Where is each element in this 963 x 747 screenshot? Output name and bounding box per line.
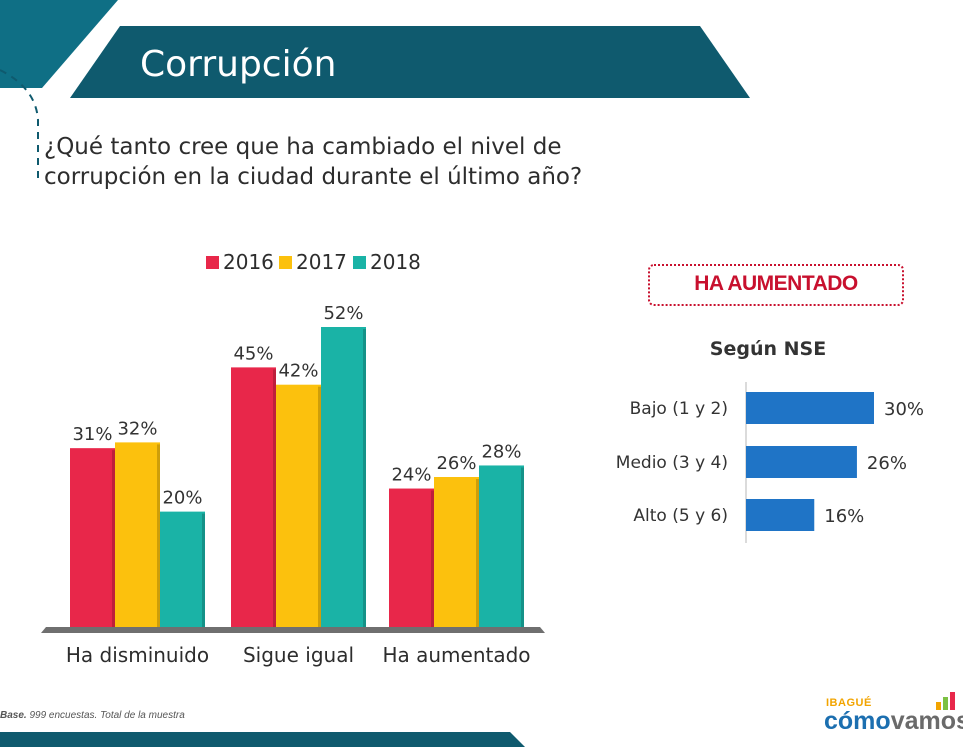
legend-swatch-2016 <box>206 255 219 269</box>
bar-2017-0 <box>115 442 160 627</box>
question-line-2: corrupción en la ciudad durante el últim… <box>44 164 583 190</box>
nse-bar-2 <box>746 499 815 531</box>
bar-2016-0 <box>70 448 115 627</box>
nse-bar-1 <box>746 446 857 478</box>
bar-2018-0 <box>160 511 205 627</box>
bar-shade-2017-0 <box>157 444 160 627</box>
legend-item-2017: 2017 <box>279 250 347 274</box>
bar-2017-1 <box>276 384 321 627</box>
footnote-text: 999 encuestas. Total de la muestra <box>29 710 185 721</box>
legend-swatch-2018 <box>353 255 366 269</box>
category-label-0: Ha disminuido <box>66 643 209 667</box>
data-label-2017-0: 32% <box>117 418 157 439</box>
bar-shade-2017-1 <box>318 386 321 627</box>
data-label-2016-1: 45% <box>233 343 273 364</box>
legend-item-2018: 2018 <box>353 250 421 274</box>
ha-aumentado-box <box>648 264 904 306</box>
bar-2016-1 <box>231 367 276 627</box>
logo-brand-part1: cómo <box>824 707 891 735</box>
legend-label-2018: 2018 <box>370 250 421 274</box>
ha-aumentado-title: HA AUMENTADO <box>694 272 858 295</box>
footer-band <box>0 732 525 747</box>
footnote: Base. 999 encuestas. Total de la muestra <box>0 710 185 721</box>
data-label-2016-2: 24% <box>391 465 431 486</box>
legend-label-2017: 2017 <box>296 250 347 274</box>
bar-2017-2 <box>434 477 479 627</box>
chart-baseline <box>41 627 545 633</box>
legend-item-2016: 2016 <box>206 250 274 274</box>
logo-city: IBAGUÉ <box>826 697 872 709</box>
dashed-line <box>0 69 39 180</box>
category-label-1: Sigue igual <box>243 643 354 667</box>
nse-category-label-2: Alto (5 y 6) <box>633 506 728 526</box>
bar-2016-2 <box>389 488 434 627</box>
data-label-2018-1: 52% <box>323 303 363 324</box>
data-label-2018-0: 20% <box>162 488 202 509</box>
page-title: Corrupción <box>140 44 337 85</box>
bar-shade-2017-2 <box>476 479 479 627</box>
nse-category-label-1: Medio (3 y 4) <box>616 453 728 473</box>
data-label-2017-1: 42% <box>278 361 318 382</box>
legend-swatch-2017 <box>279 255 292 269</box>
bar-shade-2018-1 <box>363 329 366 627</box>
data-label-2017-2: 26% <box>436 453 476 474</box>
header-banner <box>70 26 750 98</box>
footnote-label: Base. <box>0 710 27 721</box>
category-label-2: Ha aumentado <box>382 643 530 667</box>
bar-2018-2 <box>479 465 524 627</box>
question-line-1: ¿Qué tanto cree que ha cambiado el nivel… <box>44 134 562 160</box>
nse-category-label-0: Bajo (1 y 2) <box>630 399 728 419</box>
corner-shape <box>0 0 118 88</box>
bar-2018-1 <box>321 327 366 627</box>
nse-bar-0 <box>746 392 874 424</box>
bar-chart-icon <box>936 692 955 710</box>
logo-brand: cómovamos <box>824 707 963 736</box>
data-label-2016-0: 31% <box>72 424 112 445</box>
bar-shade-2016-1 <box>273 369 276 627</box>
nse-value-label-2: 16% <box>824 506 864 527</box>
bar-shade-2018-2 <box>521 467 524 627</box>
survey-question: ¿Qué tanto cree que ha cambiado el nivel… <box>44 132 644 192</box>
nse-value-label-1: 26% <box>867 453 907 474</box>
bar-shade-2018-0 <box>202 513 205 627</box>
legend-label-2016: 2016 <box>223 250 274 274</box>
bar-shade-2016-0 <box>112 450 115 627</box>
nse-value-label-0: 30% <box>884 399 924 420</box>
data-label-2018-2: 28% <box>481 441 521 462</box>
logo-brand-part2: vamos <box>890 707 963 735</box>
bar-shade-2016-2 <box>431 490 434 627</box>
nse-subtitle: Según NSE <box>709 338 827 360</box>
